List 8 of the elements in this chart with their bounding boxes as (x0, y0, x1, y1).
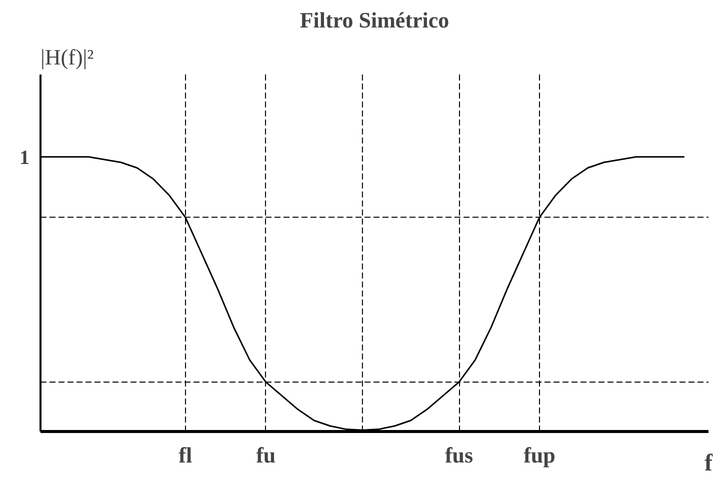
text: 1 (20, 146, 30, 169)
x-tick-label: fu (256, 442, 276, 468)
x-tick-label: fl (178, 442, 192, 468)
x-tick-label: fus (444, 442, 474, 468)
y-axis-title: |H(f)|² (40, 44, 94, 70)
x-tick-label: fup (524, 442, 556, 468)
x-axis-title: f (704, 450, 714, 476)
chart-title: Filtro Simétrico (300, 8, 450, 32)
